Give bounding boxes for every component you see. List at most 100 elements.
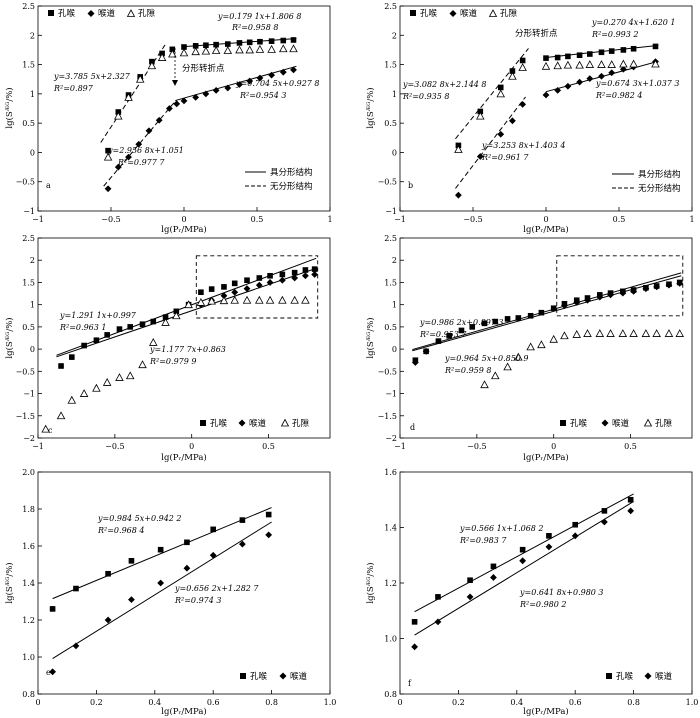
pore-throat-point (627, 496, 634, 503)
panel-b-axes: −1 −0.5 0 0.5 1 −1 −0.5 0 0.5 1 1.5 2 2.5 (378, 2, 695, 224)
pore-point (454, 145, 463, 153)
throat-point (157, 579, 165, 587)
y-tick-label: −1.5 (16, 412, 35, 421)
y-tick-label: −2 (23, 434, 35, 443)
pore-throat-point (469, 324, 476, 330)
throat-point (202, 90, 210, 98)
legend-label-throat: 喉道 (98, 8, 116, 19)
throat-point (586, 75, 594, 83)
throat-point (571, 532, 579, 540)
pore-point (537, 340, 546, 349)
x-tick-label: −0.5 (463, 215, 482, 224)
throat-point (542, 91, 550, 99)
pore-throat-point (630, 45, 637, 52)
panel-a-r2-4: R²=0.954 3 (239, 91, 286, 100)
pore-throat-point (69, 354, 75, 360)
pore-throat-point (162, 314, 169, 320)
pore-throat-point (608, 48, 615, 54)
panel-d-r2-1: R²=0.953 7 (419, 330, 467, 339)
y-tick-label: 0 (30, 345, 35, 354)
pore-throat-point (231, 280, 238, 287)
y-tick-label: 2.5 (384, 234, 397, 243)
throat-point (104, 185, 112, 193)
pore-point (138, 360, 147, 369)
throat-point (311, 271, 319, 278)
pore-point (168, 49, 177, 58)
legend-label-throat: 喉道 (290, 671, 308, 682)
throat-point (519, 101, 527, 108)
pore-throat-point (105, 147, 111, 154)
pore-throat-point (116, 326, 123, 332)
legend-label-pore: 孔隙 (138, 8, 156, 19)
panel-f-eq-1: y=0.566 1x+1.068 2 (459, 524, 544, 533)
x-tick-label: 0.2 (90, 698, 103, 707)
y-tick-label: 0.8 (22, 690, 35, 699)
y-tick-label: 1.5 (22, 278, 35, 287)
x-tick-label: −1 (32, 215, 44, 224)
pore-throat-point (198, 289, 204, 296)
throat-point (584, 296, 591, 304)
throat-point (224, 84, 232, 92)
throat-point (183, 564, 191, 572)
line-legend-nonfractal-label: 无分形结构 (638, 183, 681, 194)
throat-point (598, 72, 605, 80)
pore-throat-point (139, 321, 146, 328)
throat-point (665, 281, 673, 289)
panel-f-axes: 0 0.2 0.4 0.6 0.8 1.0 0.8 1.0 1.2 1.4 1.6 (384, 468, 698, 707)
x-tick-label: 0.6 (207, 698, 220, 707)
line-legend-nonfractal-label: 无分形结构 (270, 181, 313, 192)
legend-label-pore-throat: 孔喉 (570, 418, 588, 429)
y-tick-label: 1.5 (384, 61, 397, 70)
pore-throat-point (435, 594, 441, 600)
throat-point (509, 117, 516, 125)
panel-d-xlabel: lg(Pᵣ/MPa) (523, 452, 568, 463)
legend-square-marker (200, 420, 206, 426)
pore-point (79, 389, 89, 397)
panel-b-turning-point-label: 分形转折点 (515, 28, 558, 39)
pore-point (583, 329, 592, 337)
legend-label-pore-throat: 孔喉 (420, 8, 438, 19)
pore-throat-point (446, 332, 452, 339)
y-tick-label: 1.4 (384, 524, 397, 533)
y-tick-label: 2 (30, 31, 35, 40)
pore-point (267, 44, 276, 53)
pore-point (255, 295, 264, 304)
x-tick-label: 1 (689, 215, 694, 224)
panel-b-r2-3: R²=0.961 7 (481, 153, 529, 162)
pore-throat-point (157, 546, 164, 553)
pore-point (496, 89, 506, 98)
x-tick-label: −0.5 (467, 442, 486, 451)
pore-point (201, 46, 211, 55)
panel-b-r2-1: R²=0.935 8 (402, 92, 449, 101)
throat-point (455, 191, 462, 199)
y-tick-label: −0.5 (16, 367, 35, 376)
panel-a-marks (103, 37, 298, 193)
legend-label-pore: 孔隙 (500, 8, 518, 19)
pore-point (585, 60, 595, 68)
panel-d-ylabel: lg(Sᴭᴳ/%) (365, 317, 376, 358)
throat-point (411, 359, 419, 366)
pore-point (597, 60, 606, 68)
pore-point (508, 71, 517, 80)
legend-square-marker (48, 10, 54, 16)
panel-f: 0 0.2 0.4 0.6 0.8 1.0 0.8 1.0 1.2 1.4 1.6 lg(Pᵣ/MP… (365, 468, 698, 717)
pore-throat-point (58, 363, 64, 369)
pore-throat-point (213, 41, 219, 48)
throat-point (125, 153, 132, 161)
legend-square-marker (240, 673, 246, 679)
pore-throat-point (73, 585, 79, 592)
throat-point (476, 153, 484, 160)
panel-e: 0 0.2 0.4 0.6 0.8 1.0 0.8 1.0 1.2 1.4 1.6 1.8 2.0 lg… (4, 468, 336, 717)
pore-point (563, 60, 573, 69)
pore-point (125, 371, 135, 380)
panel-d: −1 −0.5 0 0.5 −2 −1.5 −1 −0.5 0 0.5 1 1.5 2 2.5 lg(Pᵣ… (365, 234, 693, 463)
pore-throat-point (550, 305, 557, 312)
pore-throat-point (519, 546, 526, 553)
throat-point (192, 93, 200, 101)
pore-point (245, 45, 254, 54)
pore-point (606, 329, 615, 337)
pore-throat-point (620, 47, 627, 53)
y-tick-label: 2.5 (22, 2, 35, 11)
panel-c-marks (41, 266, 319, 433)
pore-point (491, 371, 500, 380)
